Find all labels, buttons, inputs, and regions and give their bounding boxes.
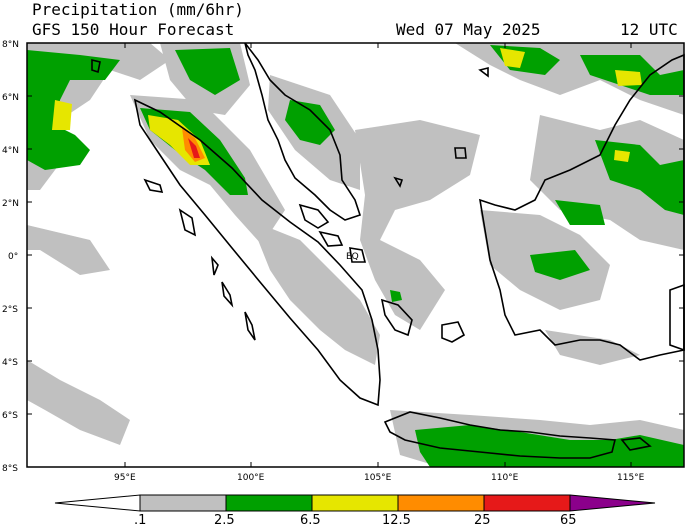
lat-label-2n: 2°N [2,199,19,209]
colorbar-label-5: 65 [560,513,577,525]
equator-label: EQ [346,252,359,262]
map-title: Precipitation (mm/6hr) [32,0,244,19]
colorbar-segment-4 [397,494,485,512]
lat-label-8n: 8°N [2,40,19,50]
latitude-axis: 8°N 6°N 4°N 2°N 0° 2°S 4°S 6°S 8°S [2,40,19,474]
colorbar-segment-2 [225,494,313,512]
longitude-axis: 95°E 100°E 105°E 110°E 115°E [114,473,645,483]
colorbar: .1 2.5 6.5 12.5 25 65 [54,494,656,525]
lat-label-4n: 4°N [2,146,19,156]
colorbar-segment-3 [311,494,399,512]
lon-label-95e: 95°E [114,473,136,483]
map-subtitle: GFS 150 Hour Forecast [32,20,235,39]
colorbar-low-arrow [54,494,141,512]
lat-label-6n: 6°N [2,93,19,103]
colorbar-high-arrow [569,494,656,512]
colorbar-label-4: 25 [474,513,491,525]
latitude-ticks [27,95,684,415]
colorbar-label-3: 12.5 [382,513,411,525]
longitude-ticks [124,43,632,467]
very-intense-precip-regions [188,138,200,158]
lon-label-110e: 110°E [491,473,519,483]
colorbar-label-2: 6.5 [300,513,321,525]
lat-label-6s: 6°S [2,411,18,421]
lat-label-8s: 8°S [2,464,18,474]
colorbar-label-0: .1 [134,513,146,525]
lat-label-0: 0° [8,252,18,262]
colorbar-segment-5 [483,494,571,512]
colorbar-label-1: 2.5 [214,513,235,525]
utc-label: 12 UTC [620,20,678,39]
lat-label-2s: 2°S [2,305,18,315]
lon-label-105e: 105°E [364,473,392,483]
lon-label-100e: 100°E [237,473,265,483]
lat-label-4s: 4°S [2,358,18,368]
lon-label-115e: 115°E [617,473,645,483]
valid-time: Wed 07 May 2025 [396,20,541,39]
coastlines [91,42,685,459]
colorbar-segment-1 [139,494,227,512]
